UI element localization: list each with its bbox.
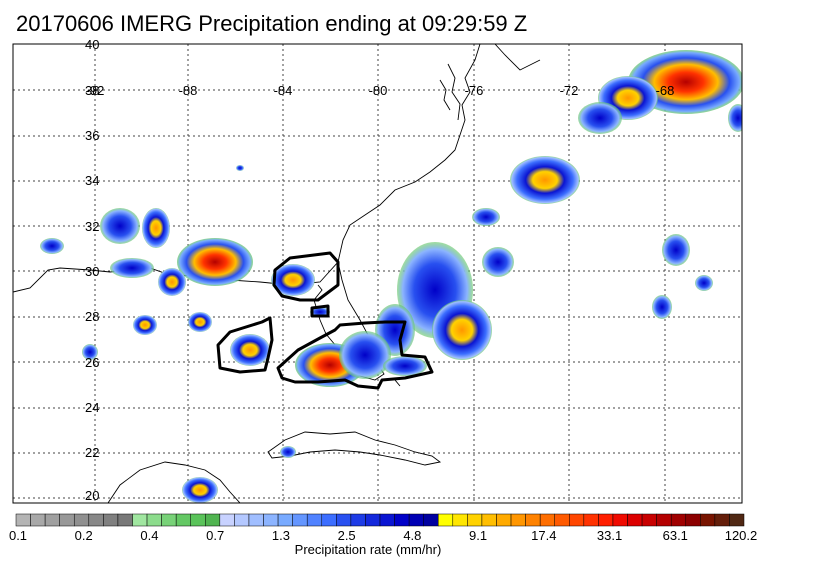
colorbar-swatch [59, 513, 75, 527]
lat-label: 26 [85, 355, 99, 370]
colorbar-swatch [146, 513, 162, 527]
colorbar-swatch [408, 513, 424, 527]
colorbar-swatch [481, 513, 497, 527]
colorbar [15, 513, 745, 527]
colorbar-swatch [656, 513, 672, 527]
colorbar-tick-label: 0.7 [206, 528, 225, 543]
colorbar-tick-label: 0.2 [74, 528, 93, 543]
colorbar-swatch [714, 513, 730, 527]
outlined-regions [216, 251, 434, 390]
colorbar-swatch [292, 513, 308, 527]
coastlines [13, 44, 541, 503]
colorbar-swatch [496, 513, 512, 527]
colorbar-tick-label: 0.1 [8, 528, 28, 543]
lat-label: 28 [85, 309, 99, 324]
colorbar-tick-label: 2.5 [337, 528, 356, 543]
colorbar-swatch [248, 513, 264, 527]
colorbar-swatch [685, 513, 701, 527]
colorbar-swatch [467, 513, 483, 527]
colorbar-swatch [525, 513, 541, 527]
colorbar-swatch [88, 513, 104, 527]
colorbar-swatch [423, 513, 439, 527]
colorbar-swatch [627, 513, 643, 527]
colorbar-swatch [554, 513, 570, 527]
colorbar-swatch [103, 513, 119, 527]
colorbar-swatch [510, 513, 526, 527]
colorbar-tick-label: 120.2 [724, 528, 758, 543]
colorbar-tick-label: 17.4 [531, 528, 557, 543]
colorbar-tick-label: 33.1 [596, 528, 623, 543]
colorbar-swatch [452, 513, 468, 527]
colorbar-swatch [437, 513, 454, 527]
colorbar-swatch [161, 513, 177, 527]
colorbar-swatch [117, 513, 133, 527]
lon-label: -72 [560, 83, 579, 98]
colorbar-tick-label: 63.1 [662, 528, 688, 543]
colorbar-swatch [15, 513, 31, 527]
colorbar-swatch [612, 513, 628, 527]
colorbar-swatch [44, 513, 60, 527]
colorbar-title: Precipitation rate (mm/hr) [294, 542, 442, 557]
lon-label: -76 [465, 83, 484, 98]
colorbar-swatch [569, 513, 585, 527]
colorbar-swatch [175, 513, 191, 527]
lon-label: -92 [86, 83, 105, 98]
colorbar-swatch [263, 513, 279, 527]
colorbar-swatch [641, 513, 657, 527]
colorbar-tick-label: 0.4 [140, 528, 159, 543]
lat-label: 38 [85, 83, 99, 98]
colorbar-tick-label: 1.3 [271, 528, 290, 543]
colorbar-swatch [394, 513, 410, 527]
lat-label: 40 [85, 37, 99, 52]
lat-label: 20 [85, 488, 99, 503]
colorbar-swatch [336, 513, 352, 527]
colorbar-swatch [670, 513, 687, 527]
colorbar-swatch [73, 513, 90, 527]
colorbar-swatch [729, 513, 745, 527]
lat-label: 24 [85, 400, 99, 415]
colorbar-swatch [205, 513, 221, 527]
colorbar-swatch [350, 513, 366, 527]
colorbar-swatch [132, 513, 148, 527]
lon-label: -84 [274, 83, 293, 98]
lon-label: -80 [369, 83, 388, 98]
colorbar-swatch [539, 513, 555, 527]
lat-label: 32 [85, 219, 99, 234]
colorbar-swatch [306, 513, 323, 527]
colorbar-swatch [277, 513, 293, 527]
map-frame [12, 43, 743, 504]
colorbar-tick-label: 4.8 [403, 528, 422, 543]
colorbar-swatch [700, 513, 716, 527]
colorbar-swatch [365, 513, 381, 527]
lat-label: 36 [85, 128, 99, 143]
colorbar-swatch [598, 513, 614, 527]
colorbar-swatch [379, 513, 395, 527]
precipitation-cells [40, 50, 742, 503]
colorbar-swatch [234, 513, 250, 527]
lon-label: -88 [179, 83, 198, 98]
map-title: 20170606 IMERG Precipitation ending at 0… [16, 11, 528, 36]
colorbar-swatch [190, 513, 206, 527]
colorbar-tick-label: 9.1 [469, 528, 488, 543]
colorbar-swatch [219, 513, 235, 527]
colorbar-swatch [30, 513, 46, 527]
colorbar-swatch [321, 513, 337, 527]
lat-label: 30 [85, 264, 99, 279]
lon-label: -68 [656, 83, 675, 98]
lat-label: 22 [85, 445, 99, 460]
colorbar-swatch [583, 513, 599, 527]
lat-label: 34 [85, 173, 99, 188]
